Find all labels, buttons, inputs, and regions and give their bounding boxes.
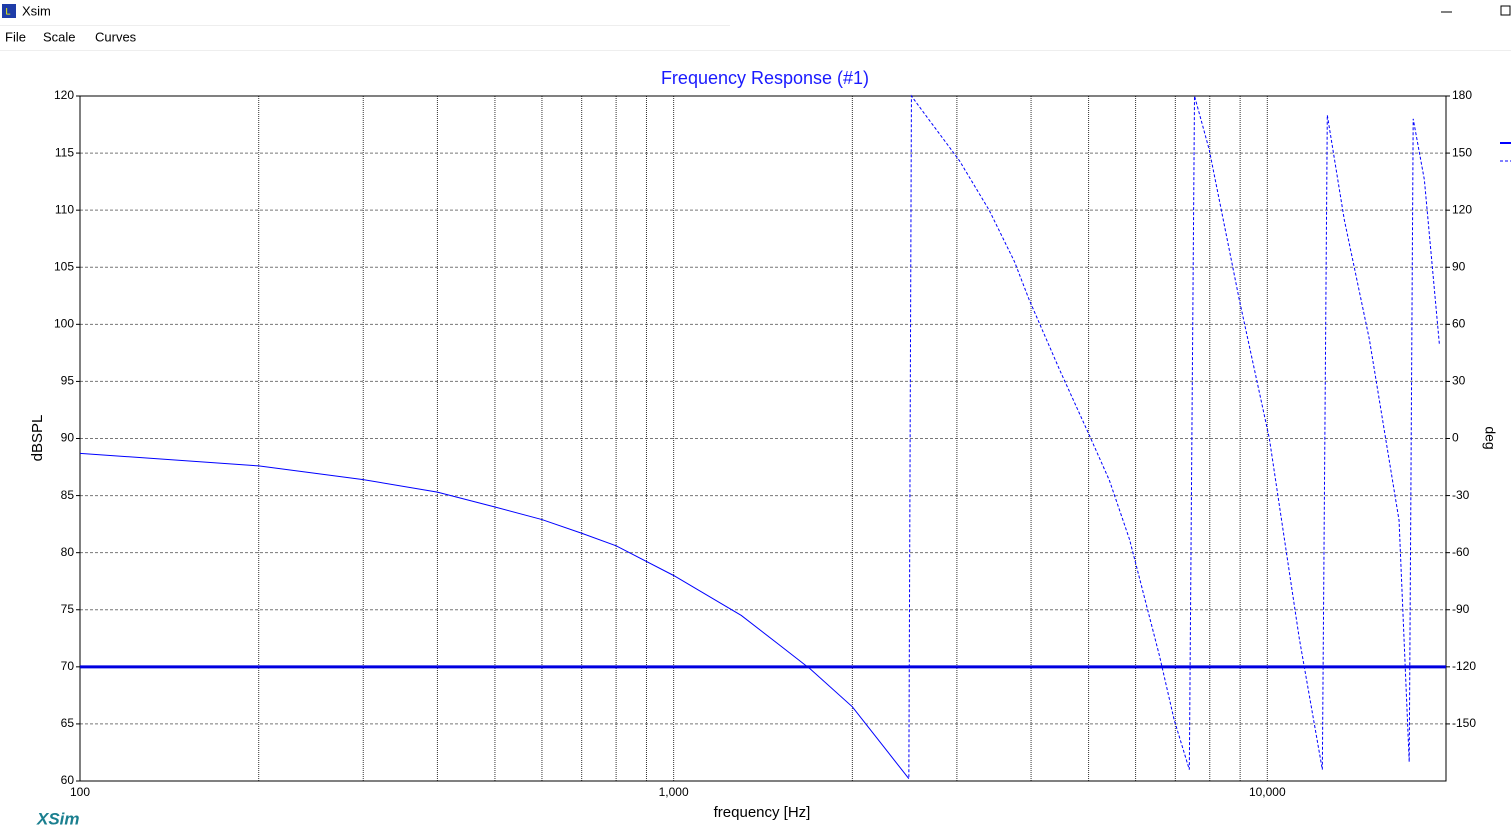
y-tick-label: 95	[61, 374, 75, 388]
y-tick-label: 65	[61, 716, 75, 730]
y-tick-label: 90	[61, 431, 75, 445]
y-tick-label: 85	[61, 488, 75, 502]
y-tick-label: 115	[55, 145, 74, 159]
plot-frame	[79, 95, 1447, 782]
x-tick-label: 100	[70, 785, 90, 799]
y-tick-label: 70	[61, 659, 75, 673]
x-tick-label: 10,000	[1249, 785, 1286, 799]
y2-axis-label: deg	[1482, 426, 1498, 449]
y-tick-label: 100	[54, 317, 74, 331]
menu-item[interactable]: Curves	[95, 29, 137, 44]
app-icon	[2, 4, 16, 18]
title-bar	[0, 0, 1511, 24]
y2-tick-label: -90	[1452, 602, 1470, 616]
data-line	[908, 94, 1440, 778]
menu-item[interactable]: File	[5, 29, 26, 44]
y2-tick-label: 30	[1452, 374, 1466, 388]
y-tick-label: 75	[61, 602, 75, 616]
y-tick-label: 80	[61, 545, 75, 559]
y2-tick-label: 60	[1452, 317, 1466, 331]
data-line	[79, 452, 910, 780]
maximize-button[interactable]	[1500, 5, 1511, 16]
y2-tick-label: -60	[1452, 545, 1470, 559]
app-icon-glyph: L	[5, 6, 10, 16]
menu-item[interactable]: Scale	[43, 29, 76, 44]
y2-tick-label: 0	[1452, 431, 1459, 445]
y-tick-label: 110	[55, 202, 74, 216]
y-tick-label: 120	[54, 88, 74, 102]
y2-tick-label: 150	[1452, 145, 1472, 159]
y2-tick-label: 120	[1452, 202, 1472, 216]
window-title: Xsim	[22, 3, 51, 18]
y2-tick-label: -150	[1452, 716, 1476, 730]
y2-tick-label: 90	[1452, 259, 1466, 273]
y-tick-label: 105	[54, 259, 74, 273]
chart-title: Frequency Response (#1)	[661, 68, 869, 88]
y2-tick-label: 180	[1452, 88, 1472, 102]
x-axis-label: frequency [Hz]	[714, 804, 811, 821]
y-axis-label: dBSPL	[29, 415, 46, 462]
y-tick-label: 60	[61, 773, 75, 787]
logo: XSim	[36, 809, 80, 828]
y2-tick-label: -30	[1452, 488, 1470, 502]
x-tick-label: 1,000	[659, 785, 689, 799]
y2-tick-label: -120	[1452, 659, 1476, 673]
